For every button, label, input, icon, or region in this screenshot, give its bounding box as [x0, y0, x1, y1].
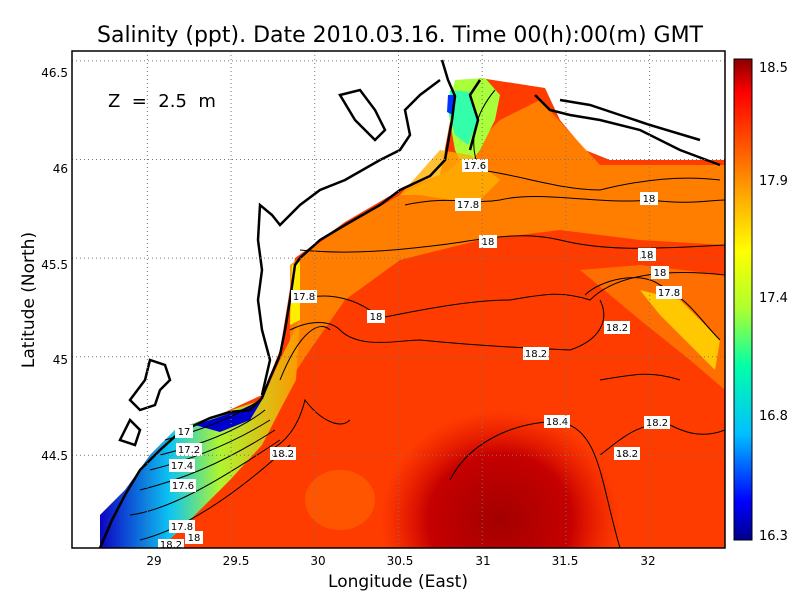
colorbar-tick-label: 16.3: [759, 529, 788, 544]
contour-label: 18.2: [606, 323, 628, 334]
coastal-band: [290, 100, 725, 380]
contour-label: 18.2: [616, 449, 638, 460]
contour-label: 18.2: [646, 418, 668, 429]
contour-label: 17.8: [658, 288, 680, 299]
x-tick-label: 32: [640, 554, 655, 568]
colorbar-tick-label: 17.4: [759, 291, 788, 306]
colorbar-tick-label: 18.5: [759, 61, 788, 76]
contour-label: 18: [654, 268, 667, 279]
x-tick-label: 30: [310, 554, 325, 568]
x-axis-label: Longitude (East): [328, 572, 468, 592]
contour-label: 18: [641, 250, 654, 261]
x-tick-label: 29.5: [223, 554, 250, 568]
contour-label: 17.8: [457, 200, 479, 211]
x-tick-label: 31.5: [552, 554, 579, 568]
contour-label: 18.2: [272, 449, 294, 460]
x-tick-label: 29: [146, 554, 161, 568]
colorbar: [733, 58, 753, 541]
depth-annotation: Z = 2.5 m: [108, 91, 216, 112]
contour-label: 17.2: [178, 445, 200, 456]
x-axis: 29 29.5 30 30.5 31 31.5 32: [146, 554, 655, 568]
contour-label: 18: [188, 533, 201, 544]
chart-title: Salinity (ppt). Date 2010.03.16. Time 00…: [97, 23, 704, 48]
salinity-field: [72, 51, 725, 548]
contour-label: 18.2: [525, 349, 547, 360]
contour-label-group: 17.6 17.8 18 18 18 17.8 18 18.2 18.2 18 …: [158, 159, 682, 551]
y-axis: 44.5 45 45.5 46 46.5: [41, 66, 68, 463]
contour-label: 17.4: [171, 461, 193, 472]
contour-label: 18: [482, 237, 495, 248]
colorbar-ticks: 18.5 17.9 17.4 16.8 16.3: [759, 61, 788, 544]
contour-label: 18: [370, 312, 383, 323]
y-tick-label: 45: [53, 353, 68, 367]
contour-label: 18: [643, 194, 656, 205]
x-tick-label: 30.5: [387, 554, 414, 568]
contour-label: 17.6: [172, 481, 194, 492]
contour-label: 18.2: [160, 540, 182, 551]
contour-label: 17.6: [464, 161, 486, 172]
gridlines: [72, 51, 725, 548]
y-tick-label: 44.5: [41, 449, 68, 463]
colorbar-tick-label: 16.8: [759, 409, 788, 424]
contour-label: 17.8: [171, 522, 193, 533]
contour-label: 17: [178, 427, 191, 438]
y-tick-label: 46.5: [41, 66, 68, 80]
y-axis-label: Latitude (North): [19, 232, 39, 368]
y-tick-label: 45.5: [41, 258, 68, 272]
contour-label: 18.4: [546, 417, 568, 428]
colorbar-tick-label: 17.9: [759, 174, 788, 189]
plot-frame: [71, 50, 726, 549]
y-tick-label: 46: [53, 162, 68, 176]
x-tick-label: 31: [475, 554, 490, 568]
coastline: [98, 59, 721, 548]
contour-label: 17.8: [293, 292, 315, 303]
